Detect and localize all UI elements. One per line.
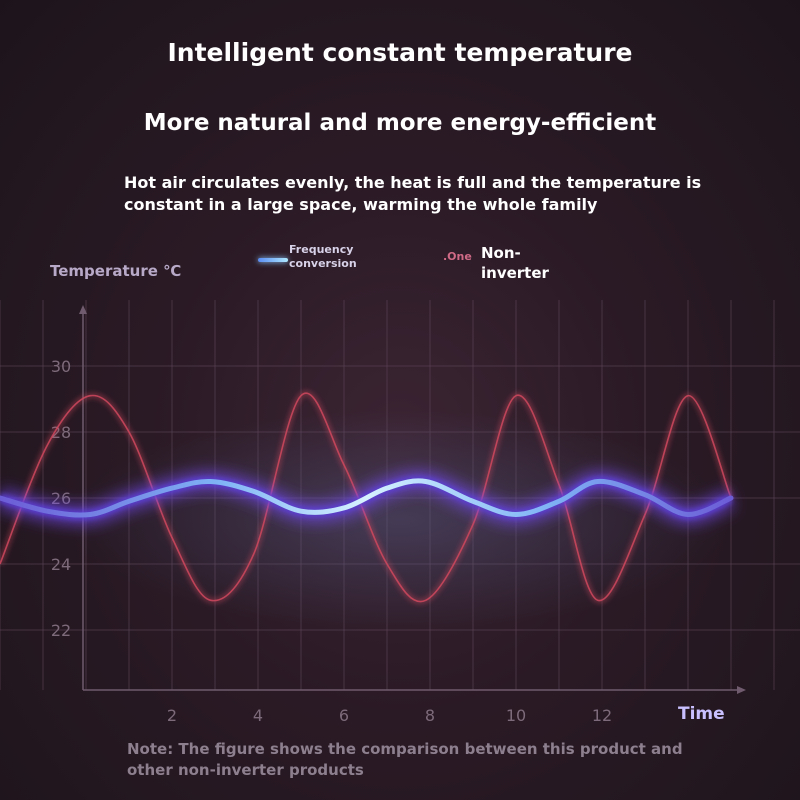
- footnote: Note: The figure shows the comparison be…: [127, 740, 683, 779]
- x-axis-arrow: [737, 686, 746, 694]
- background-glow: [70, 410, 730, 630]
- axes: [79, 305, 746, 694]
- x-tick-label: 6: [339, 706, 349, 725]
- y-axis-label: Temperature ℃: [50, 262, 182, 280]
- y-tick-label: 24: [51, 555, 71, 574]
- x-tick-label: 10: [506, 706, 526, 725]
- description-text: Hot air circulates evenly, the heat is f…: [124, 173, 702, 214]
- page-title: Intelligent constant temperature: [167, 38, 633, 67]
- series-lines: [0, 390, 736, 605]
- y-tick-label: 22: [51, 621, 71, 640]
- x-tick-label: 12: [592, 706, 612, 725]
- legend-non-inverter-label: Non-inverter: [481, 244, 549, 282]
- page-subtitle: More natural and more energy-efficient: [143, 110, 657, 136]
- x-tick-label: 8: [425, 706, 435, 725]
- y-axis-arrow: [79, 305, 87, 314]
- legend-frequency-swatch: [258, 258, 288, 262]
- x-tick-label: 4: [253, 706, 263, 725]
- legend-frequency-label: Frequency conversion: [289, 243, 357, 270]
- x-tick-label: 2: [167, 706, 177, 725]
- legend-non-inverter-mark: .One: [443, 250, 472, 263]
- series-non-inverter-line: [0, 392, 732, 603]
- series-frequency-line: [0, 478, 734, 518]
- y-tick-label: 30: [51, 357, 71, 376]
- x-axis-label: Time: [678, 704, 725, 724]
